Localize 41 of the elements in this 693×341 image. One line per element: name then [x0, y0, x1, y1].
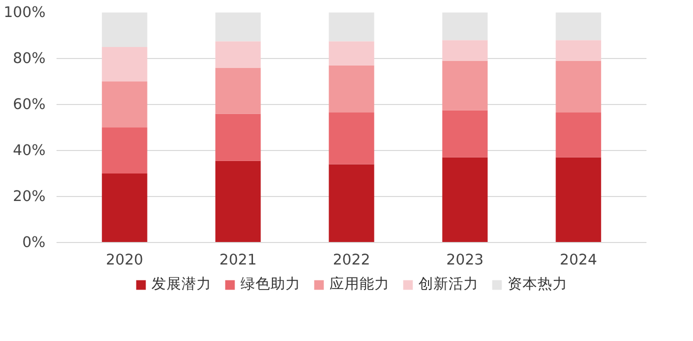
y-tick-label: 40%: [12, 142, 46, 159]
bar: [328, 41, 374, 66]
bar: [442, 40, 488, 61]
legend-label: 应用能力: [330, 274, 390, 294]
y-tick-label: 100%: [4, 4, 46, 21]
x-tick-label: 2020: [106, 252, 144, 268]
bar: [328, 112, 374, 164]
bar: [102, 82, 148, 128]
bar: [102, 128, 148, 174]
bar: [215, 114, 261, 161]
legend-label: 发展潜力: [152, 274, 212, 294]
legend-label: 资本热力: [508, 274, 568, 294]
x-tick-label: 2023: [446, 252, 484, 268]
bar: [328, 65, 374, 113]
x-tick-label: 2022: [332, 252, 370, 268]
y-tick-label: 20%: [12, 188, 46, 205]
y-tick-label: 80%: [12, 50, 46, 67]
bar: [328, 12, 374, 42]
x-tick-label: 2024: [560, 252, 598, 268]
bar: [442, 157, 488, 242]
bar: [215, 68, 261, 114]
y-tick-label: 0%: [22, 234, 46, 251]
bar: [328, 164, 374, 242]
bar: [556, 40, 602, 61]
bar: [215, 41, 261, 68]
bar: [556, 12, 602, 40]
bar: [215, 160, 261, 242]
bar: [102, 174, 148, 242]
bar: [102, 12, 148, 47]
bar: [215, 12, 261, 42]
bar: [102, 47, 148, 82]
x-tick-label: 2021: [219, 252, 257, 268]
legend-label: 创新活力: [418, 274, 478, 294]
bar: [442, 110, 488, 158]
bar: [556, 157, 602, 242]
bar: [556, 60, 602, 113]
y-tick-label: 60%: [12, 96, 46, 113]
bar: [442, 12, 488, 40]
bar: [442, 60, 488, 110]
bar: [556, 112, 602, 158]
legend-label: 绿色助力: [240, 274, 300, 294]
